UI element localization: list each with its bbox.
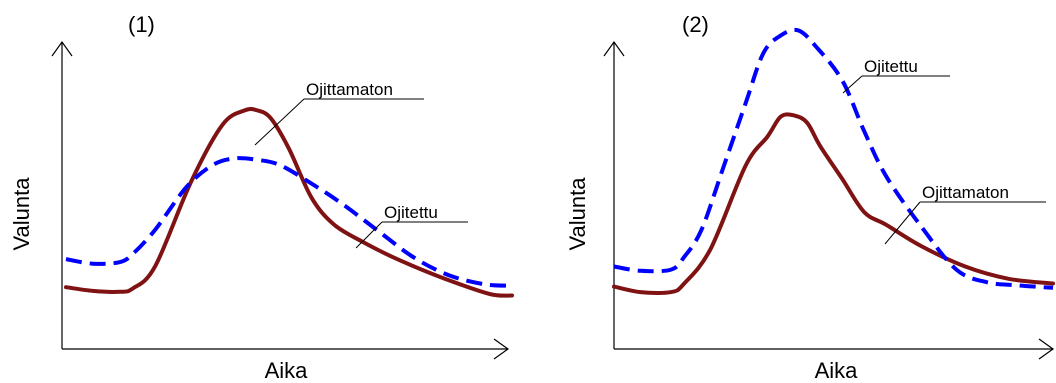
annotation-leader-ojitettu [842,75,863,94]
series-line-ojitettu [65,156,513,288]
annotation-leader-ojittamaton [254,98,305,146]
series-layer [612,27,1055,296]
y-axis-arrowhead [51,40,73,57]
annotation-label-ojitettu: Ojitettu [864,57,918,76]
series-line-ojittamaton [64,107,514,298]
x-axis-arrowhead [493,338,510,360]
x-axis-label: Aika [815,358,859,383]
y-axis-arrowhead [603,40,625,57]
series-line-ojitettu [613,27,1054,290]
chart-panel-2: (2) Valunta Aika Ojitettu Ojittamaton [565,12,1055,383]
y-axis-label: Valunta [9,177,34,251]
annotation-label-ojittamaton: Ojittamaton [922,183,1009,202]
x-axis-label: Aika [265,358,309,383]
x-axis-arrowhead [1038,338,1055,360]
annotation-leader-ojitettu [355,221,383,249]
annotation-label-ojittamaton: Ojittamaton [306,80,393,99]
series-layer [64,107,514,298]
annotation-leader-ojittamaton [884,201,921,245]
panel-title: (2) [682,12,709,37]
panel-title: (1) [128,12,155,37]
series-line-ojittamaton [612,112,1055,296]
annotation-label-ojitettu: Ojitettu [384,203,438,222]
chart-panel-1: (1) Valunta Aika Ojittamaton Ojitettu [9,12,514,383]
y-axis-label: Valunta [565,177,590,251]
